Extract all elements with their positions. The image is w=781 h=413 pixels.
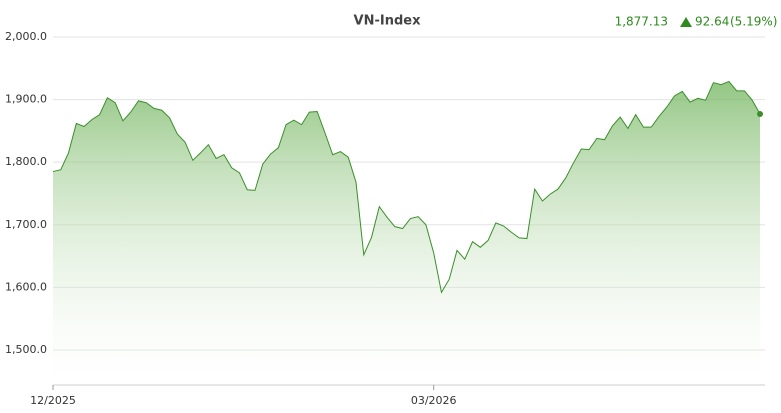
x-tick-label: 03/2026 xyxy=(411,394,457,407)
y-tick-label: 2,000.0 xyxy=(5,30,47,43)
y-tick-label: 1,700.0 xyxy=(5,218,47,231)
last-value: 1,877.13 xyxy=(615,15,668,29)
line xyxy=(52,80,761,294)
y-tick-label: 1,900.0 xyxy=(5,93,47,106)
x-tick-label: 12/2025 xyxy=(30,394,76,407)
y-tick-label: 1,800.0 xyxy=(5,155,47,168)
y-tick-label: 1,500.0 xyxy=(5,343,47,356)
chart-title: VN-Index xyxy=(354,14,422,29)
up-arrow xyxy=(680,17,692,27)
last-point xyxy=(757,110,763,117)
area-fill xyxy=(53,81,760,386)
change-pct: (5.19%) xyxy=(730,15,777,29)
y-tick-label: 1,600.0 xyxy=(5,280,47,293)
change: 92.64 xyxy=(695,15,729,29)
